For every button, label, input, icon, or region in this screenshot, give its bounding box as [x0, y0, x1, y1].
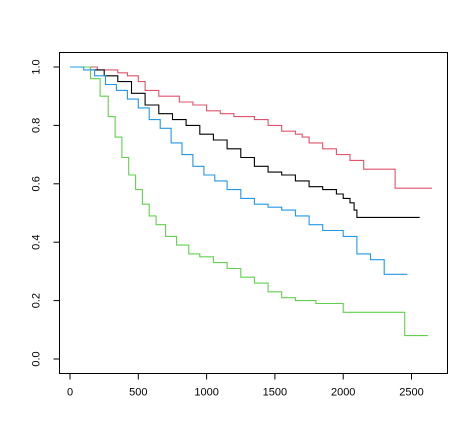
series-line-4 — [70, 66, 408, 275]
series-line-1 — [70, 66, 432, 189]
y-axis: 0.0 0.2 0.4 0.6 0.8 1.0 — [31, 59, 60, 367]
x-tick-label-3: 1500 — [263, 387, 287, 399]
series-layer — [70, 66, 432, 337]
plot-box — [59, 52, 448, 374]
y-tick-label-0: 0.0 — [31, 351, 43, 366]
y-tick-label-4: 0.8 — [31, 118, 43, 133]
y-tick-label-5: 1.0 — [31, 59, 43, 74]
y-tick-label-3: 0.6 — [31, 176, 43, 191]
x-tick-label-0: 0 — [67, 387, 73, 399]
x-tick-label-5: 2500 — [399, 387, 423, 399]
y-tick-label-2: 0.4 — [31, 235, 43, 250]
x-tick-label-1: 500 — [129, 387, 147, 399]
series-line-3 — [70, 66, 428, 337]
y-tick-label-1: 0.2 — [31, 293, 43, 308]
x-tick-label-4: 2000 — [331, 387, 355, 399]
series-line-2 — [70, 66, 420, 218]
x-axis: 0 500 1000 1500 2000 2500 — [67, 373, 424, 399]
x-tick-label-2: 1000 — [194, 387, 218, 399]
